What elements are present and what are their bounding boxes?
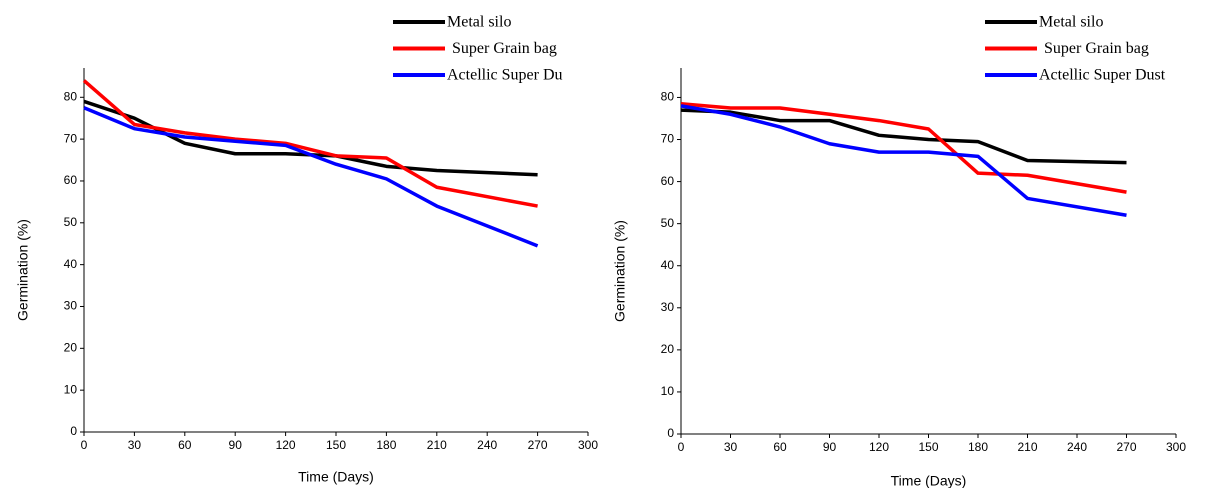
x-tick-label: 60 (773, 440, 787, 454)
x-tick-label: 240 (1067, 440, 1087, 454)
y-tick-label: 20 (661, 342, 675, 356)
y-tick-label: 30 (661, 300, 675, 314)
y-tick-label: 70 (661, 132, 675, 146)
x-axis-title: Time (Days) (298, 469, 374, 485)
x-tick-label: 60 (178, 438, 192, 452)
y-tick-label: 40 (64, 257, 78, 271)
series-line (83, 106, 539, 248)
series-line (680, 108, 1127, 165)
y-tick-label: 80 (64, 89, 78, 103)
y-tick-label: 10 (64, 382, 78, 396)
x-tick-label: 0 (81, 438, 88, 452)
y-tick-label: 50 (64, 215, 78, 229)
y-tick-label: 80 (661, 90, 675, 104)
legend-label: Actellic Super Dust (1039, 67, 1166, 84)
y-tick-label: 20 (64, 340, 78, 354)
legend-label: Actellic Super Du (447, 67, 563, 84)
y-tick-label: 30 (64, 299, 78, 313)
x-tick-label: 150 (918, 440, 938, 454)
y-tick-label: 60 (661, 174, 675, 188)
x-tick-label: 150 (326, 438, 346, 452)
series-line (680, 104, 1127, 217)
series-line (83, 99, 538, 177)
x-tick-label: 210 (1017, 440, 1037, 454)
x-tick-label: 30 (128, 438, 142, 452)
x-tick-label: 300 (1166, 440, 1186, 454)
series-line (680, 102, 1127, 194)
y-tick-label: 10 (661, 384, 675, 398)
x-tick-label: 210 (427, 438, 447, 452)
x-tick-label: 270 (1116, 440, 1136, 454)
legend-label: Super Grain bag (1044, 40, 1149, 57)
x-tick-label: 180 (968, 440, 988, 454)
y-tick-label: 0 (70, 424, 77, 438)
y-tick-label: 60 (64, 173, 78, 187)
x-tick-label: 30 (724, 440, 738, 454)
y-tick-label: 50 (661, 216, 675, 230)
y-axis-title: Germination (%) (612, 220, 628, 322)
x-tick-label: 0 (678, 440, 685, 454)
x-tick-label: 270 (528, 438, 548, 452)
x-tick-label: 180 (376, 438, 396, 452)
legend-label: Metal silo (1039, 14, 1103, 31)
y-tick-label: 70 (64, 131, 78, 145)
x-tick-label: 120 (869, 440, 889, 454)
x-tick-label: 90 (823, 440, 837, 454)
series-line (82, 79, 538, 208)
x-tick-label: 90 (229, 438, 243, 452)
x-tick-label: 120 (276, 438, 296, 452)
legend-label: Metal silo (447, 14, 511, 31)
x-axis-title: Time (Days) (891, 473, 967, 488)
x-tick-label: 240 (477, 438, 497, 452)
y-axis-title: Germination (%) (15, 219, 31, 321)
legend-label: Super Grain bag (452, 40, 557, 57)
y-tick-label: 40 (661, 258, 675, 272)
x-tick-label: 300 (578, 438, 598, 452)
y-tick-label: 0 (667, 426, 674, 440)
